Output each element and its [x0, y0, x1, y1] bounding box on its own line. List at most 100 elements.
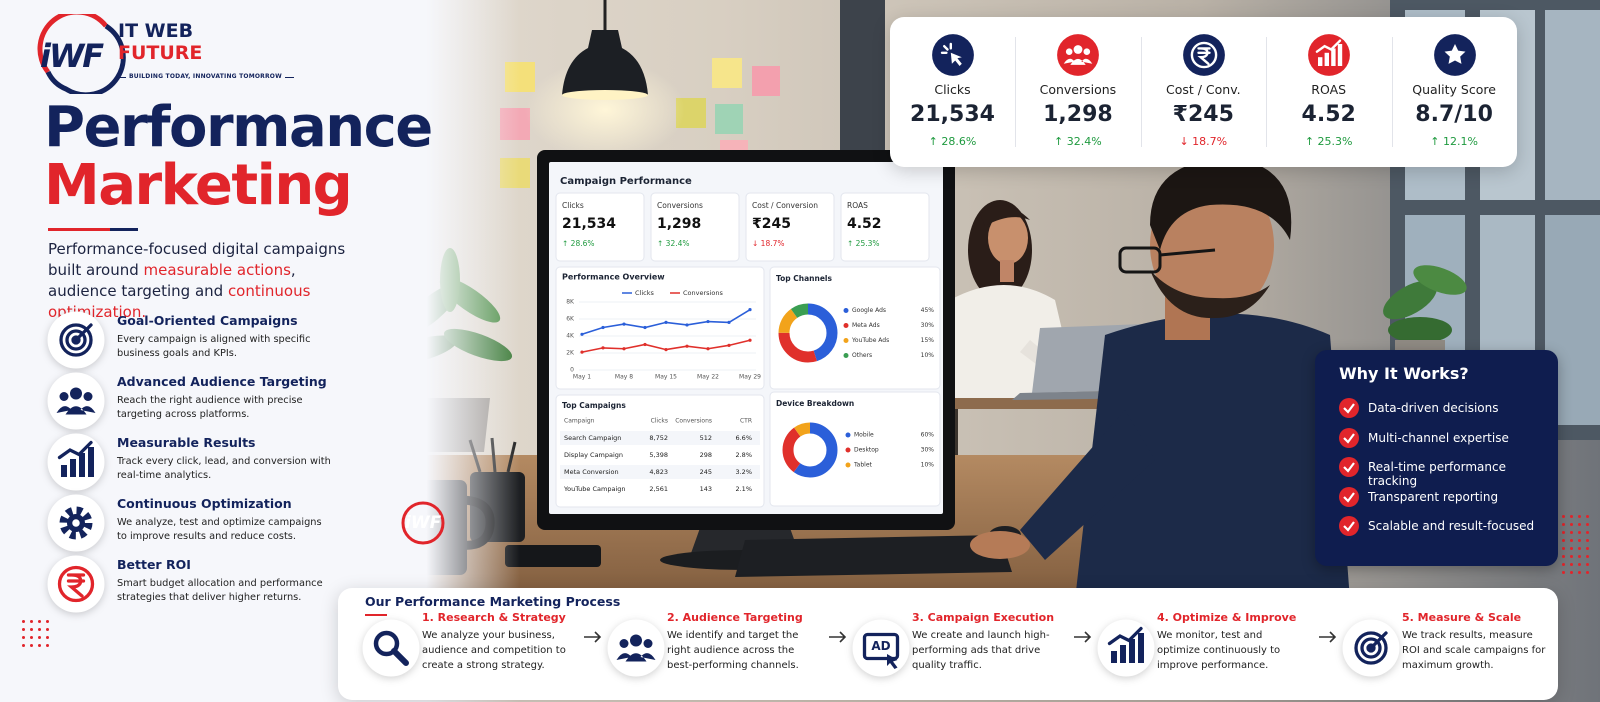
- dot: [1578, 539, 1581, 542]
- table-cell: 2.1%: [735, 485, 752, 493]
- step-text: We monitor, test and optimize continuous…: [1157, 630, 1281, 671]
- step-arrow: [829, 631, 847, 643]
- metric-change: ↑ 12.1%: [1430, 135, 1478, 148]
- legend-label: Mobile: [854, 432, 874, 439]
- x-tick-label: May 29: [739, 374, 761, 381]
- value-label: 10%: [921, 462, 935, 469]
- data-point: [706, 347, 710, 351]
- title-underline: [48, 228, 110, 231]
- intro-part: Performance-focused digital campaigns bu…: [48, 240, 346, 279]
- icon-circle: [47, 372, 105, 430]
- dot: [1586, 563, 1589, 566]
- metric-icon: [932, 34, 974, 76]
- dot: [38, 628, 41, 631]
- legend-label: Others: [852, 352, 872, 359]
- why-card: Why It Works? Data-driven decisions Multi-…: [1315, 350, 1558, 566]
- icon-part: [1138, 633, 1144, 663]
- donut-segment: [778, 303, 838, 363]
- metric-value: ₹245: [1172, 102, 1234, 127]
- logo-ring: [45, 23, 126, 94]
- window: [1390, 0, 1600, 440]
- metrics-card: Clicks 21,534 ↑ 28.6% Conversions 1,298 ↑ 32.…: [890, 17, 1517, 167]
- icon-part: [373, 630, 400, 657]
- brand-tagline: BUILDING TODAY, INNOVATING TOMORROW: [117, 74, 294, 80]
- table-cell: 298: [700, 451, 712, 459]
- why-item: Real-time performance tracking: [1368, 460, 1506, 488]
- why-item: Multi-channel expertise: [1368, 430, 1509, 445]
- legend-dot: [843, 338, 849, 343]
- x-tick-label: May 15: [655, 374, 677, 381]
- donut-segment: [782, 422, 838, 478]
- feature-text: Track every click, lead, and conversion …: [117, 456, 331, 481]
- icon-part: [71, 335, 81, 345]
- icon-part: [65, 329, 87, 351]
- icon-part: [1324, 52, 1330, 66]
- table-cell: 6.6%: [735, 434, 752, 442]
- icon-circle: [1057, 34, 1100, 76]
- why-title: Why It Works?: [1339, 364, 1469, 383]
- feature-title: Continuous Optimization: [117, 496, 292, 511]
- feature-title: Better ROI: [117, 557, 191, 572]
- table-stripe: [560, 431, 760, 445]
- table-header: Campaign: [564, 418, 595, 425]
- icon-circle: [47, 555, 105, 613]
- dot: [22, 644, 25, 647]
- icon-circle: [1182, 34, 1225, 76]
- dot: [1578, 523, 1581, 526]
- dot: [46, 628, 49, 631]
- dot: [22, 636, 25, 639]
- scene-shape: [1150, 158, 1292, 250]
- divider: [1140, 37, 1142, 147]
- icon-glyph: [616, 634, 656, 662]
- icon-part: [1369, 631, 1388, 650]
- legend-dot: [845, 447, 851, 453]
- step-icon: [1097, 619, 1155, 677]
- scene-shape: [1545, 10, 1600, 200]
- x-tick-label: May 1: [573, 374, 591, 381]
- dot: [1586, 547, 1589, 550]
- icon-glyph: [57, 440, 94, 477]
- kpi-label: Conversions: [657, 201, 703, 210]
- data-point: [622, 322, 626, 326]
- icon-part: [950, 52, 962, 66]
- check-icon: [1339, 427, 1359, 448]
- step-icon: [362, 619, 420, 677]
- dot: [30, 636, 33, 639]
- data-point: [580, 350, 584, 354]
- icon-part: [59, 392, 69, 401]
- scene-shape: [1150, 270, 1270, 319]
- icon-part: [1360, 637, 1382, 659]
- legend-label: Desktop: [854, 447, 879, 454]
- icon-part: [862, 632, 900, 661]
- scene-shape: [562, 30, 648, 95]
- data-point: [643, 325, 647, 330]
- scene-shape: [715, 104, 743, 134]
- dot: [1578, 563, 1581, 566]
- table-cell: 5,398: [649, 451, 668, 459]
- feature-icon: [47, 372, 105, 430]
- dot: [1570, 515, 1573, 518]
- kpi-change: ↑ 28.6%: [562, 239, 595, 248]
- metric-value: 4.52: [1301, 102, 1356, 127]
- data-point: [580, 332, 584, 336]
- check-mark: [1343, 432, 1355, 444]
- kpi-value: 21,534: [562, 216, 616, 232]
- scene-shape: [1020, 410, 1155, 560]
- icon-part: [1120, 645, 1126, 663]
- dot: [1562, 531, 1565, 534]
- icon-part: [57, 565, 95, 603]
- icon-glyph: [862, 632, 900, 669]
- kpi-label: Clicks: [562, 201, 584, 210]
- step-arrow: [1319, 631, 1337, 643]
- why-item: Transparent reporting: [1368, 489, 1499, 504]
- step-icon-label: AD: [871, 639, 890, 653]
- x-tick-label: May 8: [615, 374, 633, 381]
- donut-segment: [782, 422, 838, 478]
- dot: [1586, 571, 1589, 574]
- data-point: [685, 344, 689, 348]
- icon-part: [1064, 58, 1093, 65]
- data-point: [601, 325, 605, 330]
- icon-glyph: [56, 387, 96, 415]
- kpi-value: 1,298: [657, 216, 701, 232]
- metric-change: ↑ 28.6%: [928, 135, 977, 148]
